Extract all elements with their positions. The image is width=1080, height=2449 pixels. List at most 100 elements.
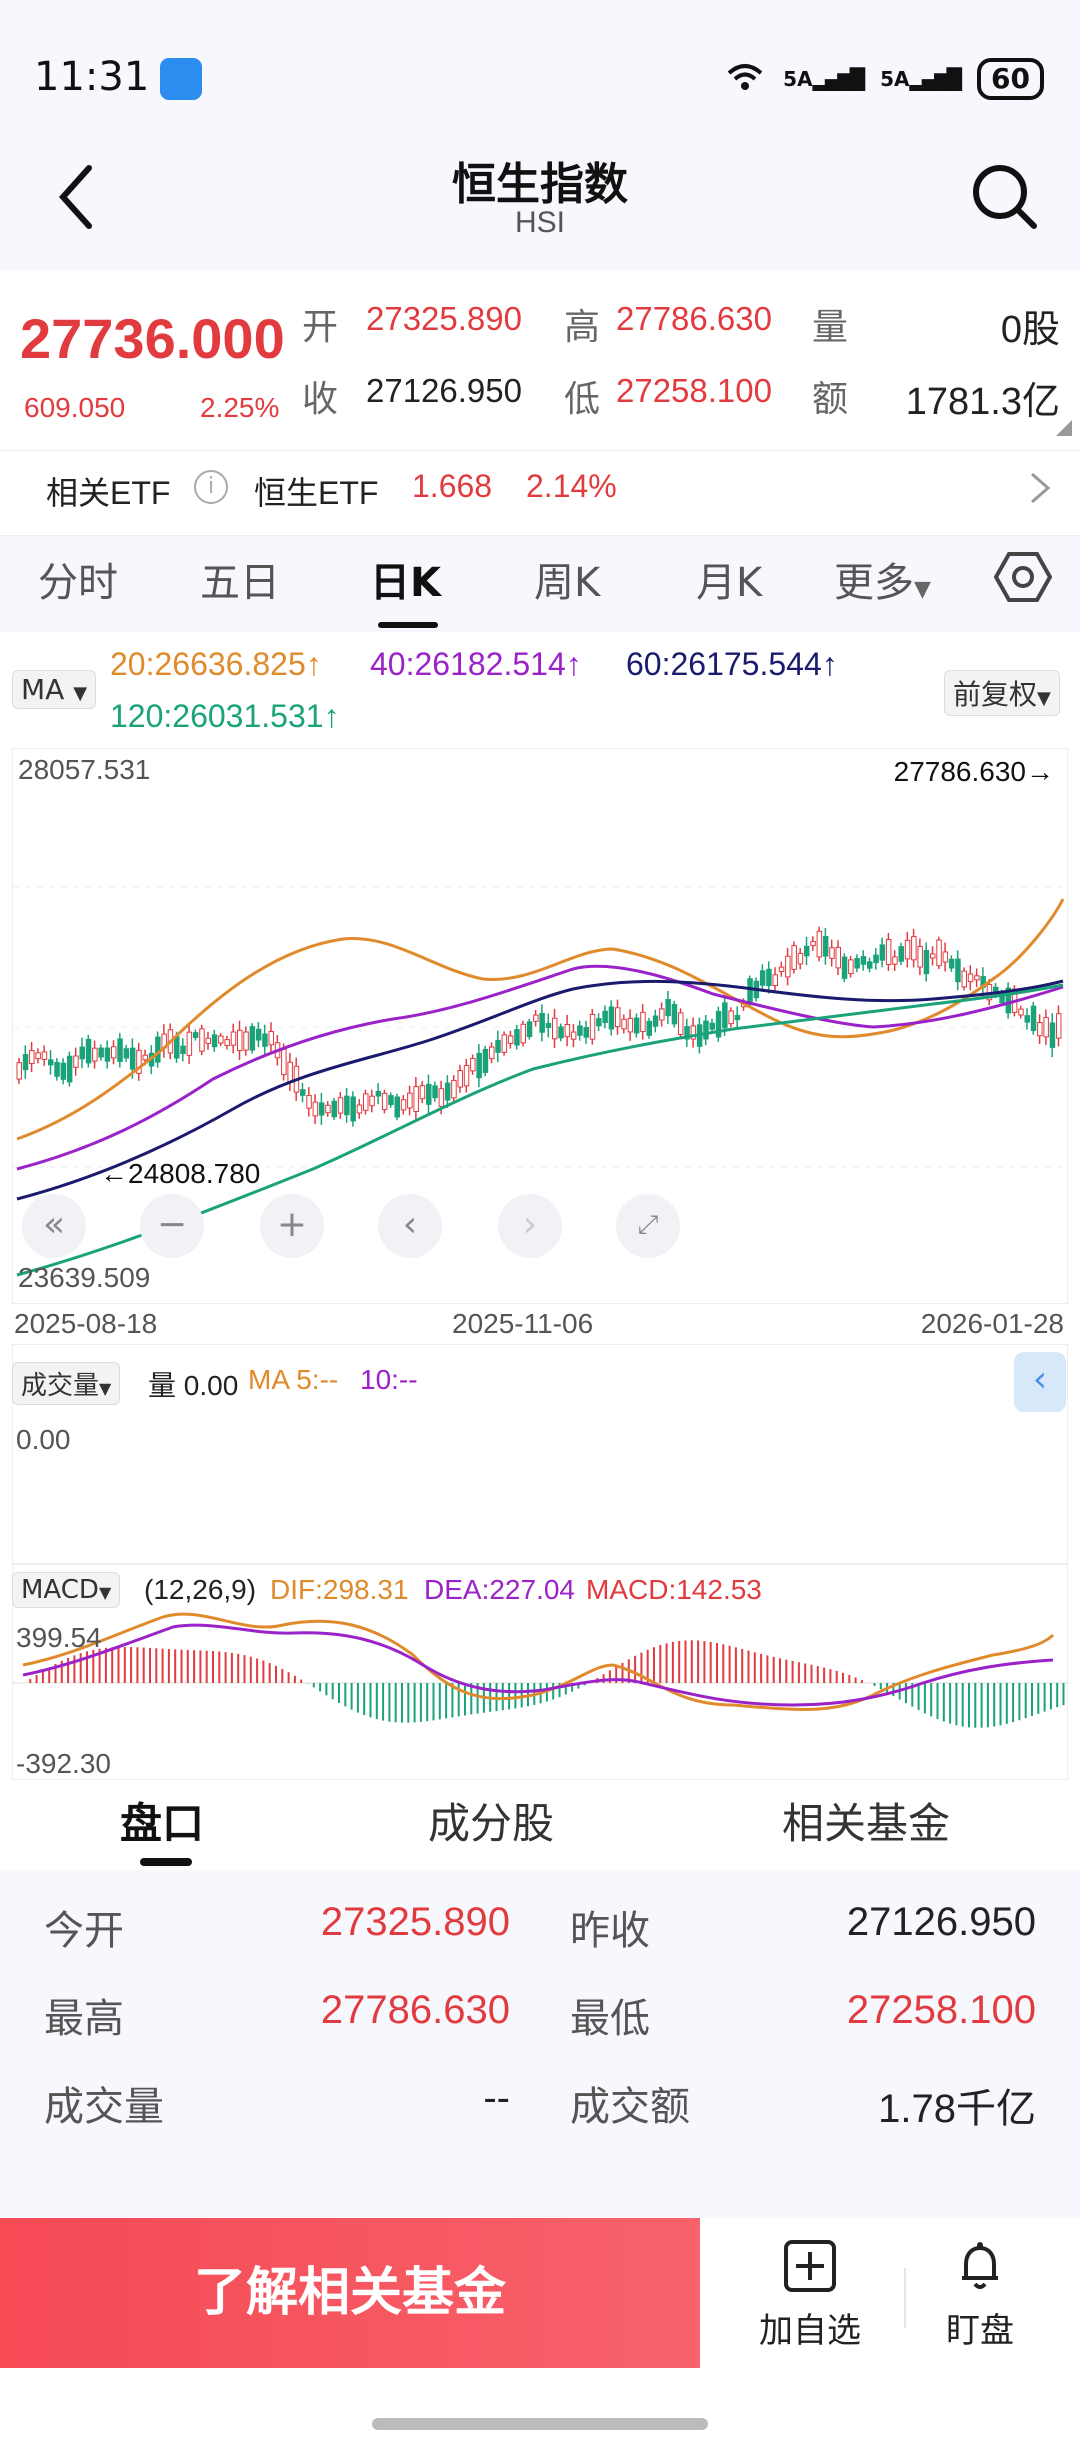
tab-constituents[interactable]: 成分股 (428, 1799, 555, 1848)
macd-bar (1031, 1683, 1033, 1716)
candle (419, 1085, 426, 1100)
macd-bar (464, 1683, 466, 1716)
candle (860, 956, 867, 965)
macd-bar (842, 1672, 844, 1683)
volume-selector[interactable]: 成交量▼ (12, 1362, 121, 1405)
macd-dif: DIF:298.31 (270, 1574, 409, 1605)
candle (287, 1061, 293, 1083)
candle (281, 1048, 287, 1076)
macd-bar (174, 1649, 177, 1683)
candle (48, 1059, 54, 1066)
learn-funds-button[interactable]: 了解相关基金 (0, 2218, 700, 2368)
volume-label: 量 (812, 307, 849, 348)
candle (533, 1014, 539, 1022)
kline-chart[interactable] (12, 748, 1069, 1304)
macd-bar (1037, 1683, 1040, 1714)
ma20-label: 20:26636.825↑ (110, 646, 322, 682)
zoom-out-button[interactable]: − (140, 1194, 204, 1258)
macd-bar (1049, 1683, 1052, 1710)
macd-bar (419, 1683, 422, 1722)
high-label: 高 (564, 307, 601, 348)
macd-bar (382, 1683, 385, 1721)
info-panel (0, 1870, 1080, 2220)
macd-bar (338, 1683, 340, 1703)
macd-bar (413, 1683, 416, 1723)
y-axis-top-label: 28057.531 (18, 754, 151, 785)
candle (79, 1046, 85, 1060)
current-price: 27736.000 (20, 307, 285, 370)
etf-row[interactable] (0, 450, 1080, 536)
macd-bar (552, 1683, 555, 1700)
candle (967, 973, 974, 983)
add-watchlist-button[interactable]: 加自选 (750, 2238, 870, 2352)
ma-selector[interactable]: MA ▼ (12, 670, 97, 709)
candle (974, 975, 980, 981)
candle (98, 1047, 104, 1058)
macd-bar (325, 1683, 328, 1696)
candle (1049, 1022, 1056, 1048)
macd-selector[interactable]: MACD▼ (12, 1572, 121, 1608)
date-label-end: 2026-01-28 (920, 1308, 1064, 1339)
candle (646, 1020, 652, 1036)
macd-bar (653, 1647, 655, 1683)
volume-selector-label: 成交量 (21, 1371, 100, 1401)
adjust-selector[interactable]: 前复权▼ (944, 670, 1060, 716)
macd-bar (766, 1655, 769, 1683)
candle (300, 1089, 306, 1096)
tab-more[interactable]: 更多▼ (834, 550, 931, 608)
collapse-panel-button[interactable]: ‹ (1014, 1352, 1066, 1412)
jump-start-button[interactable]: « (22, 1194, 86, 1258)
candle (501, 1034, 508, 1053)
macd-bar (67, 1657, 70, 1683)
tab-order-book[interactable]: 盘口 (120, 1799, 205, 1848)
scroll-right-button[interactable]: › (498, 1194, 562, 1258)
search-button[interactable] (970, 162, 1040, 236)
adjust-selector-label: 前复权 (953, 678, 1038, 711)
candle (810, 941, 816, 947)
home-indicator[interactable] (372, 2418, 708, 2430)
settings-button[interactable] (993, 548, 1053, 610)
macd-bar (1012, 1683, 1015, 1723)
macd-bar (388, 1683, 391, 1722)
candle (797, 952, 804, 965)
macd-bar (224, 1652, 227, 1683)
candle (199, 1028, 205, 1052)
scroll-left-button[interactable]: ‹ (378, 1194, 442, 1258)
tab-five-day[interactable]: 五日 (200, 560, 280, 606)
macd-bar (180, 1649, 183, 1683)
expand-corner-icon[interactable] (1056, 420, 1072, 436)
macd-bar (911, 1683, 914, 1707)
candle (766, 968, 772, 987)
macd-bar (980, 1683, 983, 1728)
macd-bar (829, 1669, 832, 1683)
tab-weekly-k[interactable]: 周K (534, 560, 601, 606)
candle (41, 1051, 48, 1060)
zoom-in-button[interactable]: + (260, 1194, 324, 1258)
macd-bar (791, 1660, 794, 1683)
macd-bar (281, 1668, 284, 1683)
tab-monthly-k[interactable]: 月K (696, 560, 763, 606)
candle (155, 1036, 161, 1063)
info-icon[interactable]: i (194, 470, 228, 504)
back-button[interactable] (55, 162, 95, 236)
watch-button[interactable]: 盯盘 (920, 2238, 1040, 2352)
candle (104, 1047, 111, 1062)
macd-bar (860, 1680, 863, 1683)
candle (388, 1095, 394, 1106)
chevron-left-icon: ‹ (1032, 1359, 1048, 1400)
caret-down-icon: ▼ (73, 683, 88, 704)
candle (306, 1095, 312, 1109)
macd-bar (331, 1683, 334, 1700)
tab-daily-k[interactable]: 日K (370, 560, 441, 606)
tab-intraday[interactable]: 分时 (38, 560, 118, 606)
candle (564, 1023, 571, 1038)
macd-bar (375, 1683, 378, 1720)
open-value: 27325.890 (366, 300, 522, 337)
fullscreen-button[interactable]: ⤢ (616, 1194, 680, 1258)
quote-panel (0, 270, 1080, 450)
macd-bar (230, 1652, 233, 1683)
macd-bar (602, 1674, 605, 1683)
macd-bar (646, 1649, 649, 1683)
add-watchlist-label: 加自选 (759, 2311, 861, 2351)
tab-related-funds[interactable]: 相关基金 (782, 1799, 951, 1848)
